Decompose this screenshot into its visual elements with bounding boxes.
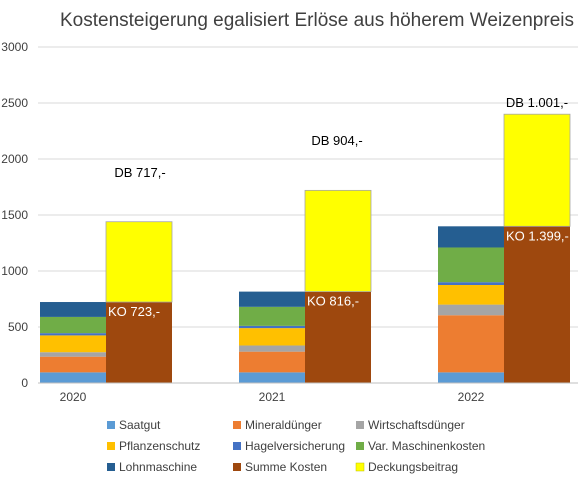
bar-segment — [438, 315, 504, 373]
bar-sum-kosten — [305, 291, 371, 383]
legend-item: Summe Kosten — [233, 460, 327, 474]
legend-swatch — [107, 463, 115, 471]
legend-item: Saatgut — [107, 418, 161, 432]
legend-item: Var. Maschinenkosten — [356, 439, 485, 453]
bar-segment — [438, 247, 504, 283]
bar-segment — [40, 335, 106, 353]
bar-segment — [40, 333, 106, 336]
bar-segment — [438, 304, 504, 316]
bar-deckungsbeitrag — [503, 113, 571, 227]
legend-label: Mineraldünger — [245, 418, 322, 432]
y-tick-label: 1000 — [1, 264, 28, 278]
legend-item: Mineraldünger — [233, 418, 322, 432]
legend-swatch — [107, 421, 115, 429]
legend-swatch — [233, 463, 241, 471]
legend-item: Lohnmaschine — [107, 460, 197, 474]
legend: Saatgut Mineraldünger Wirtschaftsdünger Pfl… — [107, 418, 485, 474]
bar-segment — [40, 316, 106, 334]
bar-segment — [239, 325, 305, 329]
legend-label: Pflanzenschutz — [119, 439, 200, 453]
bar-segment — [438, 226, 504, 248]
legend-label: Hagelversicherung — [245, 439, 345, 453]
x-tick-label: 2022 — [458, 390, 485, 404]
bar-segment — [40, 372, 106, 383]
bar-segment — [239, 306, 305, 326]
legend-label: Var. Maschinenkosten — [368, 439, 485, 453]
data-labels: KO 723,- DB 717,- KO 816,- DB 904,- KO 1.399… — [108, 95, 569, 319]
legend-swatch — [356, 442, 364, 450]
legend-label: Lohnmaschine — [119, 460, 197, 474]
bar-segment — [40, 352, 106, 357]
bar-segment — [239, 345, 305, 352]
bars — [40, 113, 571, 383]
x-tick-label: 2020 — [60, 390, 87, 404]
db-label: DB 717,- — [114, 165, 165, 180]
bar-sum-kosten — [504, 226, 570, 383]
bar-segment — [239, 372, 305, 383]
chart-title: Kostensteigerung egalisiert Erlöse aus h… — [60, 10, 574, 31]
legend-swatch — [233, 421, 241, 429]
legend-swatch — [356, 421, 364, 429]
legend-item: Pflanzenschutz — [107, 439, 200, 453]
bar-segment — [438, 282, 504, 285]
legend-label: Wirtschaftsdünger — [368, 418, 465, 432]
db-label: DB 1.001,- — [506, 95, 568, 110]
x-axis: 2020 2021 2022 — [38, 382, 578, 404]
bar-sum-kosten — [106, 302, 172, 383]
x-tick-label: 2021 — [259, 390, 286, 404]
y-tick-label: 3000 — [1, 40, 28, 54]
legend-label: Deckungsbeitrag — [368, 460, 458, 474]
db-label: DB 904,- — [311, 133, 362, 148]
legend-item: Wirtschaftsdünger — [356, 418, 465, 432]
ko-label: KO 1.399,- — [506, 228, 569, 243]
y-tick-label: 0 — [21, 376, 28, 390]
y-tick-label: 2500 — [1, 96, 28, 110]
bar-deckungsbeitrag — [304, 189, 372, 293]
legend-swatch — [107, 442, 115, 450]
legend-label: Saatgut — [119, 418, 161, 432]
y-axis: 0 500 1000 1500 2000 2500 3000 — [1, 40, 28, 390]
bar-deckungsbeitrag — [105, 221, 173, 303]
y-tick-label: 1500 — [1, 208, 28, 222]
ko-label: KO 723,- — [108, 304, 160, 319]
legend-item: Hagelversicherung — [233, 439, 345, 453]
legend-swatch — [233, 442, 241, 450]
y-tick-label: 500 — [8, 320, 28, 334]
bar-segment — [239, 328, 305, 346]
legend-swatch — [355, 462, 365, 472]
bar-segment — [438, 285, 504, 305]
bar-segment — [239, 351, 305, 373]
bar-segment — [438, 372, 504, 383]
y-tick-label: 2000 — [1, 152, 28, 166]
bar-segment — [40, 302, 106, 317]
legend-item: Deckungsbeitrag — [355, 460, 458, 474]
legend-label: Summe Kosten — [245, 460, 327, 474]
bar-segment — [40, 356, 106, 373]
ko-label: KO 816,- — [307, 294, 359, 309]
bar-segment — [239, 291, 305, 307]
